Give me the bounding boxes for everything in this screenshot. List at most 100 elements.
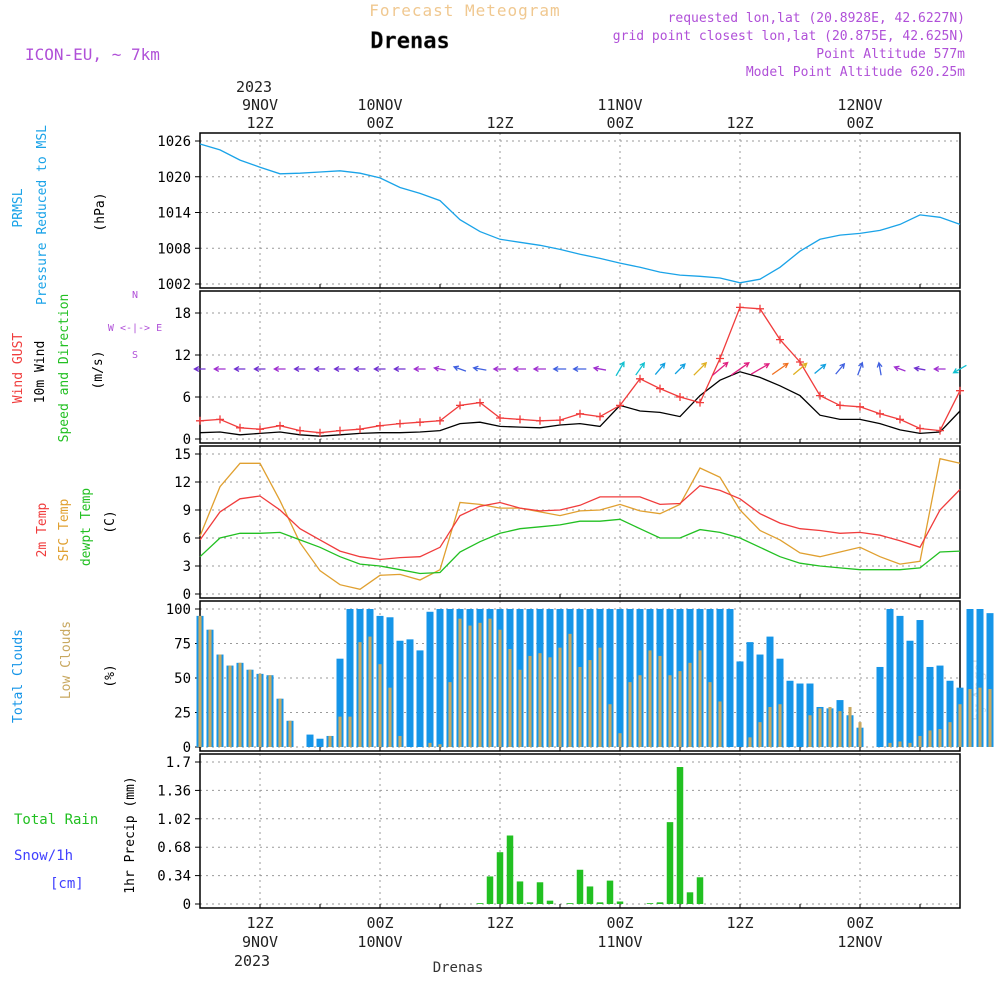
wind-arrow [654, 362, 666, 375]
precip-unit: 1hr Precip (mm) [123, 776, 138, 893]
low-cloud-bar [258, 673, 262, 747]
low-cloud-bar [648, 650, 652, 747]
low-cloud-bar [208, 629, 212, 747]
low-cloud-bar [808, 715, 812, 747]
rain-bar [516, 881, 524, 904]
gust-marker [296, 426, 304, 435]
top-date-label: 10NOV [357, 96, 402, 114]
low-clouds-label: Low Clouds [59, 621, 74, 699]
wind-arrow [933, 366, 946, 372]
sfc-temp-line [199, 457, 961, 590]
total-cloud-bar [756, 654, 764, 747]
total-cloud-bar [786, 680, 794, 747]
wind-arrow [771, 362, 789, 376]
total-cloud-bar [876, 666, 884, 747]
wind-arrow [913, 365, 926, 372]
low-cloud-bar [388, 687, 392, 747]
total-cloud-bar [436, 609, 444, 747]
t2m-label: 2m Temp [35, 502, 50, 557]
rain-bar [616, 901, 624, 904]
point-altitude: Point Altitude 577m [816, 47, 965, 62]
low-cloud-bar [718, 701, 722, 747]
total-cloud-bar [626, 609, 634, 747]
ytick-label: 1.02 [157, 812, 191, 828]
bottom-year: 2023 [234, 952, 270, 970]
temp-unit: (C) [103, 510, 118, 533]
low-cloud-bar [378, 664, 382, 747]
ytick-label: 1.36 [157, 783, 191, 799]
wind-arrow [293, 366, 306, 372]
gust-marker [936, 426, 944, 435]
wind-arrow [333, 366, 346, 372]
low-cloud-bar [838, 711, 842, 747]
gust-marker [556, 416, 564, 425]
wind-arrow [792, 362, 808, 376]
total-cloud-bar [306, 734, 314, 747]
panel-3: 0 25 50 75 100 [166, 600, 994, 756]
wind-arrow [353, 366, 366, 372]
low-cloud-bar [778, 704, 782, 747]
low-cloud-bar [858, 722, 862, 747]
panels: 1002100810141020102606121803691215025507… [157, 132, 994, 913]
ytick-label: 0.68 [157, 840, 191, 856]
low-cloud-bar [328, 735, 332, 747]
gust-marker [396, 419, 404, 428]
gust-marker [836, 401, 844, 410]
wind-arrow [674, 363, 686, 375]
low-cloud-bar [938, 729, 942, 747]
wind-arrow [213, 366, 226, 372]
gust-marker [436, 416, 444, 425]
total-cloud-bar [426, 611, 434, 747]
ytick-label: 100 [166, 602, 191, 618]
low-cloud-bar [398, 735, 402, 747]
top-hour-label: 12Z [246, 114, 273, 132]
gust-marker [416, 418, 424, 427]
low-cloud-bar [628, 682, 632, 747]
wind-arrow [313, 366, 326, 372]
gust-marker [696, 398, 704, 407]
low-cloud-bar [978, 687, 982, 747]
total-cloud-bar [746, 642, 754, 747]
wind-arrow [193, 366, 206, 372]
ytick-label: 6 [183, 390, 191, 406]
gust-marker [536, 416, 544, 425]
total-cloud-bar [726, 609, 734, 747]
footer-station: Drenas [433, 960, 484, 976]
total-cloud-bar [406, 639, 414, 747]
low-cloud-bar [568, 633, 572, 747]
total-cloud-bar [736, 661, 744, 747]
total-cloud-bar [986, 613, 994, 747]
low-cloud-bar [668, 675, 672, 747]
low-cloud-bar [528, 655, 532, 747]
gust-marker [816, 391, 824, 400]
compass-n: N [132, 290, 138, 301]
top-hour-label: 12Z [726, 114, 753, 132]
gust-marker [896, 415, 904, 424]
snow-label: Snow/1h [14, 848, 73, 864]
total-cloud-bar [966, 609, 974, 747]
low-cloud-bar [818, 708, 822, 747]
ytick-label: 1002 [157, 277, 191, 293]
gust-marker [916, 424, 924, 433]
total-cloud-bar [896, 615, 904, 747]
low-cloud-bar [458, 618, 462, 747]
wind-arrow [952, 364, 967, 374]
wind-arrow [711, 361, 729, 376]
ytick-label: 1020 [157, 170, 191, 186]
low-cloud-bar [268, 675, 272, 747]
low-cloud-bar [758, 722, 762, 747]
total-cloud-bar [346, 609, 354, 747]
low-cloud-bar [688, 662, 692, 747]
low-cloud-bar [428, 742, 432, 747]
gridpoint-coords: grid point closest lon,lat (20.875E, 42.… [613, 29, 965, 44]
ytick-label: 18 [174, 306, 191, 322]
gust-marker [576, 409, 584, 418]
low-cloud-bar [468, 625, 472, 747]
rain-bar [606, 880, 614, 904]
wind-arrow [750, 363, 771, 375]
wind-arrow [373, 366, 386, 372]
wind-arrow [273, 366, 286, 372]
wind-arrow [635, 361, 646, 376]
bottom-hour-label: 12Z [486, 914, 513, 932]
